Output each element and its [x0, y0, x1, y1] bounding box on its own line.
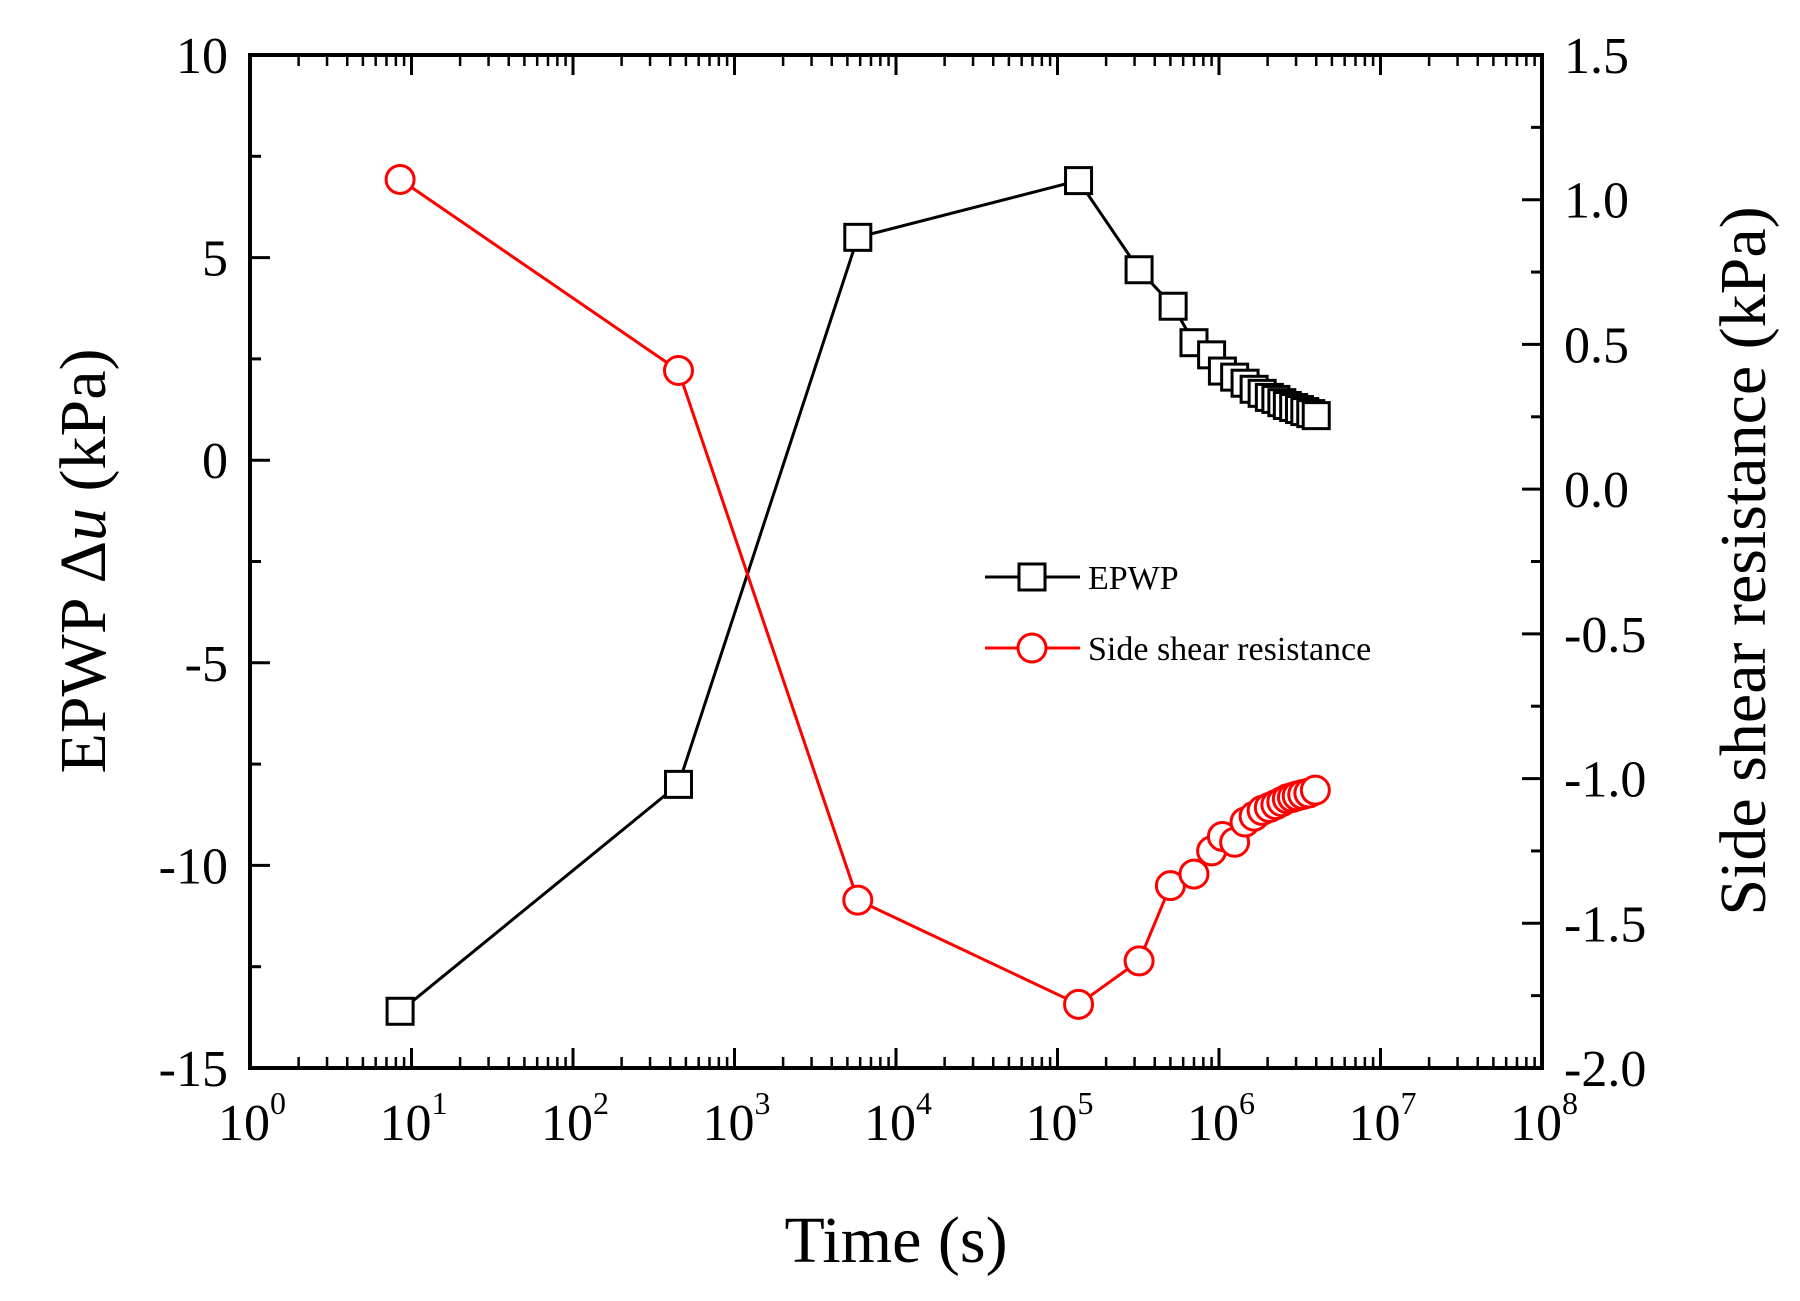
x-tick-label: 107 [1349, 1085, 1417, 1152]
y-right-axis-title: Side shear resistance (kPa) [1707, 206, 1780, 915]
data-point-circle [842, 884, 874, 916]
data-point-square [1158, 291, 1188, 321]
series-epwp [385, 166, 1331, 1026]
x-tick-exponent: 6 [1239, 1085, 1255, 1121]
x-tick-base: 10 [1026, 1095, 1078, 1152]
x-tick-exponent: 2 [593, 1085, 609, 1121]
legend-item: EPWP [985, 560, 1179, 597]
series-layer [384, 163, 1331, 1026]
x-tick-label: 105 [1026, 1085, 1094, 1152]
data-point-circle [1178, 858, 1210, 890]
x-tick-label: 103 [703, 1085, 771, 1152]
y-left-tick-label: -10 [159, 838, 228, 895]
data-point-square [663, 769, 693, 799]
series-side-shear-resistance [384, 163, 1331, 1020]
data-point-square [1124, 255, 1154, 285]
y-right-tick-label: 1.0 [1564, 173, 1629, 230]
x-tick-base: 10 [1187, 1095, 1239, 1152]
data-point-circle [662, 354, 694, 386]
x-axis-title: Time (s) [784, 1204, 1007, 1277]
y-right-tick-label: 0.0 [1564, 462, 1629, 519]
x-tick-base: 10 [1510, 1095, 1562, 1152]
x-tick-base: 10 [1349, 1095, 1401, 1152]
y-left-tick-label: 0 [202, 433, 228, 490]
y-left-title-delta: Δ [47, 541, 120, 583]
ticks [248, 53, 1544, 1070]
x-tick-label: 102 [541, 1085, 609, 1152]
x-tick-exponent: 5 [1078, 1085, 1094, 1121]
data-point-circle [1123, 945, 1155, 977]
x-tick-exponent: 8 [1562, 1085, 1578, 1121]
y-right-tick-label: 1.5 [1564, 28, 1629, 85]
legend-marker-square [1017, 562, 1047, 592]
plot-frame [248, 53, 1544, 1070]
x-tick-exponent: 7 [1401, 1085, 1417, 1121]
x-tick-base: 10 [380, 1095, 432, 1152]
y-right-tick-label: -0.5 [1564, 607, 1646, 664]
y-left-title-prefix: EPWP [47, 583, 120, 773]
x-tick-base: 10 [541, 1095, 593, 1152]
legend-label: Side shear resistance [1088, 631, 1371, 668]
x-tick-label: 106 [1187, 1085, 1255, 1152]
x-tick-exponent: 1 [432, 1085, 448, 1121]
y-left-tick-label: -15 [159, 1041, 228, 1098]
y-right-tick-label: -2.0 [1564, 1041, 1646, 1098]
y-right-tick-label: -1.0 [1564, 752, 1646, 809]
y-left-tick-label: 10 [176, 28, 228, 85]
data-point-square [1064, 166, 1094, 196]
x-tick-base: 10 [703, 1095, 755, 1152]
x-tick-label: 100 [218, 1085, 286, 1152]
x-tick-base: 10 [864, 1095, 916, 1152]
y-right-tick-label: 0.5 [1564, 317, 1629, 374]
x-tick-label: 108 [1510, 1085, 1578, 1152]
tick-labels: 100 101 102 103 104 105 106 107 1081050-5-10-151… [159, 28, 1647, 1152]
legend-marker-circle [1016, 632, 1048, 664]
y-left-axis-title: EPWP Δu (kPa) [47, 349, 120, 774]
x-tick-exponent: 0 [270, 1085, 286, 1121]
y-left-title-unit: (kPa) [47, 349, 120, 508]
legend-item: Side shear resistance [985, 631, 1371, 668]
y-right-tick-label: -1.5 [1564, 896, 1646, 953]
x-tick-exponent: 3 [755, 1085, 771, 1121]
data-point-circle [384, 163, 416, 195]
data-point-circle [1063, 988, 1095, 1020]
x-tick-base: 10 [218, 1095, 270, 1152]
y-left-title-var: u [47, 508, 120, 541]
x-tick-exponent: 4 [916, 1085, 932, 1121]
legend-label: EPWP [1088, 560, 1179, 597]
y-left-tick-label: -5 [185, 636, 228, 693]
data-point-square [1301, 401, 1331, 431]
x-tick-label: 104 [864, 1085, 932, 1152]
data-point-circle [1299, 774, 1331, 806]
legend: EPWP Side shear resistance [985, 560, 1371, 668]
x-tick-label: 101 [380, 1085, 448, 1152]
data-point-square [385, 996, 415, 1026]
y-left-tick-label: 5 [202, 231, 228, 288]
data-point-square [843, 222, 873, 252]
